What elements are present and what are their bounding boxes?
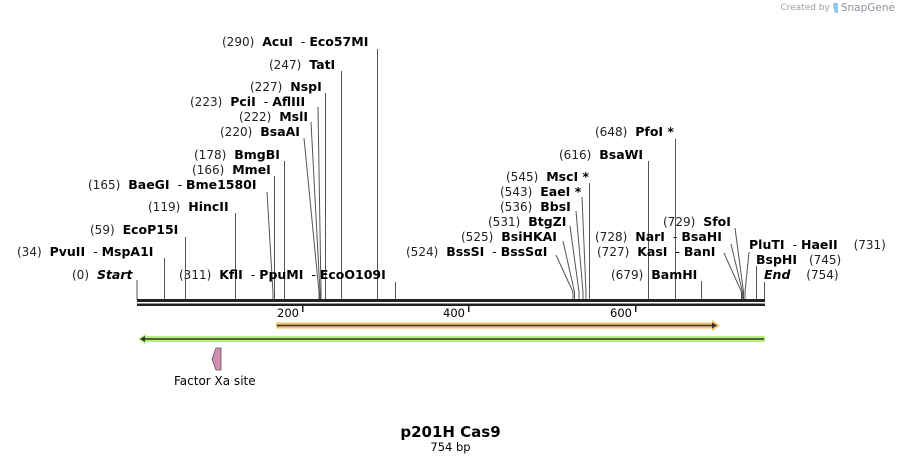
site-line-bbsi[interactable]	[575, 210, 584, 293]
site-label-tati[interactable]: (247) TatI	[269, 57, 336, 73]
site-line-pcii[interactable]	[317, 106, 322, 293]
site-label-bsphi[interactable]: BspHI (745)	[756, 252, 842, 268]
site-line-bsaai[interactable]	[303, 137, 320, 293]
site-label-end[interactable]: End (754)	[764, 267, 839, 283]
ruler-tick-400	[468, 306, 470, 312]
site-label-kasi[interactable]: (727) KasI - BanI	[597, 244, 716, 260]
site-label-bsihkai[interactable]: (525) BsiHKAI	[461, 229, 557, 245]
sequence-ruler	[137, 299, 765, 312]
snapgene-logo-icon	[832, 3, 838, 13]
factor-xa-site-label[interactable]: Factor Xa site	[174, 374, 256, 388]
site-label-pvuii[interactable]: (34) PvuII - MspA1I	[17, 244, 154, 260]
site-label-nspi[interactable]: (227) NspI	[250, 79, 322, 95]
map-title: p201H Cas9	[400, 423, 501, 441]
factor-xa-site-arrow[interactable]	[211, 347, 222, 371]
site-line-bsssi[interactable]	[555, 254, 574, 293]
site-line-baegi[interactable]	[266, 191, 274, 294]
site-label-msli[interactable]: (222) MslI	[239, 109, 309, 125]
map-length: 754 bp	[430, 440, 471, 454]
site-line-bsihkai[interactable]	[562, 240, 575, 293]
site-line-kasi[interactable]	[723, 252, 742, 293]
site-line-msli[interactable]	[310, 121, 321, 293]
site-line-nari[interactable]	[730, 243, 743, 293]
site-label-bsaai[interactable]: (220) BsaAI	[220, 124, 300, 140]
orange-feature-arrow[interactable]	[276, 320, 720, 331]
site-label-btgzi[interactable]: (531) BtgZI	[488, 214, 567, 230]
site-line-eaei[interactable]	[581, 196, 587, 293]
credit-brand: SnapGene	[840, 2, 895, 14]
site-label-sfoi[interactable]: (729) SfoI	[663, 214, 731, 230]
site-label-bsawi[interactable]: (616) BsaWI	[559, 147, 644, 163]
credit-prefix: Created by	[780, 3, 830, 13]
ruler-label-600: 600	[610, 306, 632, 320]
site-label-bmgbi[interactable]: (178) BmgBI	[194, 147, 280, 163]
site-label-hincii[interactable]: (119) HincII	[148, 199, 229, 215]
site-label-pcii[interactable]: (223) PciI - AflIII	[190, 94, 306, 110]
site-label-bamhi[interactable]: (679) BamHI	[611, 267, 698, 283]
site-label-ecop15i[interactable]: (59) EcoP15I	[90, 222, 179, 238]
site-line-btgzi[interactable]	[569, 225, 580, 293]
site-label-mmei[interactable]: (166) MmeI	[192, 162, 271, 178]
ruler-tick-600	[635, 306, 637, 312]
ruler-label-200: 200	[277, 306, 299, 320]
site-label-pfoi[interactable]: (648) PfoI *	[595, 124, 674, 140]
site-label-nari[interactable]: (728) NarI - BsaHI	[595, 229, 722, 245]
ruler-label-400: 400	[443, 306, 465, 320]
site-lines	[136, 49, 765, 300]
site-label-start[interactable]: (0) Start	[72, 267, 133, 283]
ruler-tick-200	[302, 306, 304, 312]
site-label-bbsi[interactable]: (536) BbsI	[500, 199, 571, 215]
site-label-acui[interactable]: (290) AcuI - Eco57MI	[222, 34, 369, 50]
snapgene-credit: Created by SnapGene	[780, 2, 895, 14]
site-line-pluti[interactable]	[744, 251, 750, 293]
green-feature-arrow[interactable]	[138, 333, 765, 345]
site-label-pluti[interactable]: PluTI - HaeII (731)	[749, 237, 886, 253]
site-label-eaei[interactable]: (543) EaeI *	[500, 184, 582, 200]
site-label-bsssi[interactable]: (524) BssSI - BssSαI	[406, 244, 548, 260]
site-label-msci[interactable]: (545) MscI *	[506, 169, 590, 185]
site-label-baegi[interactable]: (165) BaeGI - Bme1580I	[88, 177, 257, 193]
site-line-sfoi[interactable]	[734, 227, 744, 293]
site-label-kfli[interactable]: (311) KflI - PpuMI - EcoO109I	[179, 267, 386, 283]
